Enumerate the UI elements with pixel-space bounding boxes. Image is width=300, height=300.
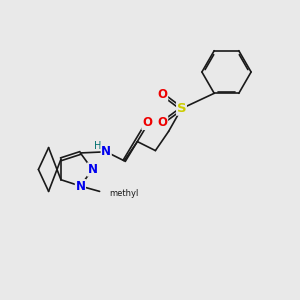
Text: methyl: methyl: [109, 189, 139, 198]
Text: O: O: [158, 116, 168, 129]
Text: O: O: [158, 88, 168, 101]
Text: H: H: [94, 141, 101, 152]
Text: N: N: [101, 145, 111, 158]
Text: O: O: [142, 116, 152, 130]
Text: S: S: [177, 102, 186, 115]
Text: N: N: [87, 163, 98, 176]
Text: N: N: [75, 179, 85, 193]
